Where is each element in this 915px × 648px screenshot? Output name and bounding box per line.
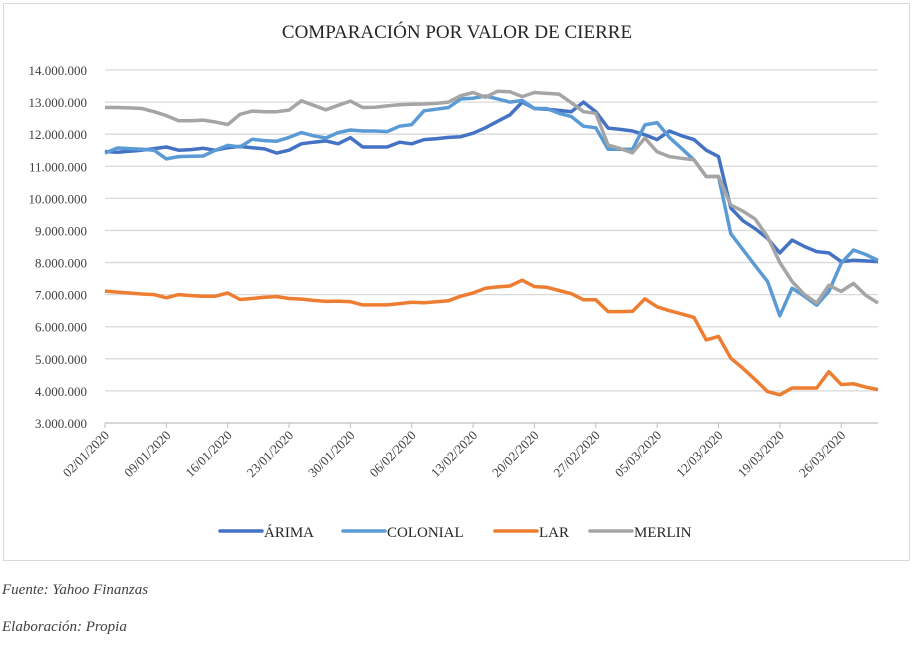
gridlines — [105, 69, 878, 424]
y-tick-label: 7.000.000 — [35, 288, 87, 303]
legend-label: ÁRIMA — [264, 524, 314, 541]
chart-border — [3, 3, 910, 561]
y-tick-label: 12.000.000 — [29, 127, 88, 142]
y-tick-label: 13.000.000 — [29, 95, 88, 110]
legend-label: LAR — [539, 525, 569, 541]
series-lines — [104, 89, 879, 397]
y-tick-label: 8.000.000 — [35, 256, 87, 271]
y-tick-label: 10.000.000 — [29, 191, 88, 206]
y-tick-label: 3.000.000 — [35, 416, 87, 431]
y-tick-label: 6.000.000 — [35, 320, 87, 335]
y-tick-label: 5.000.000 — [35, 352, 87, 367]
y-axis-ticks: 3.000.000 4.000.000 5.000.000 6.000.000 7.00… — [29, 63, 88, 431]
legend-label: MERLIN — [634, 525, 692, 541]
author-note: Elaboración: Propia — [2, 619, 127, 635]
series-line-colonial — [104, 94, 879, 318]
source-note: Fuente: Yahoo Finanzas — [2, 582, 149, 598]
y-tick-label: 9.000.000 — [35, 223, 87, 238]
chart-title: COMPARACIÓN POR VALOR DE CIERRE — [282, 21, 632, 43]
legend-label: COLONIAL — [387, 525, 464, 541]
series-line-lar — [104, 278, 879, 397]
y-tick-label: 4.000.000 — [35, 384, 87, 399]
legend: ÁRIMA COLONIAL LAR MERLIN — [218, 524, 692, 541]
series-line-merlin — [105, 89, 879, 305]
y-tick-label: 11.000.000 — [29, 159, 87, 174]
y-tick-label: 14.000.000 — [29, 63, 88, 78]
